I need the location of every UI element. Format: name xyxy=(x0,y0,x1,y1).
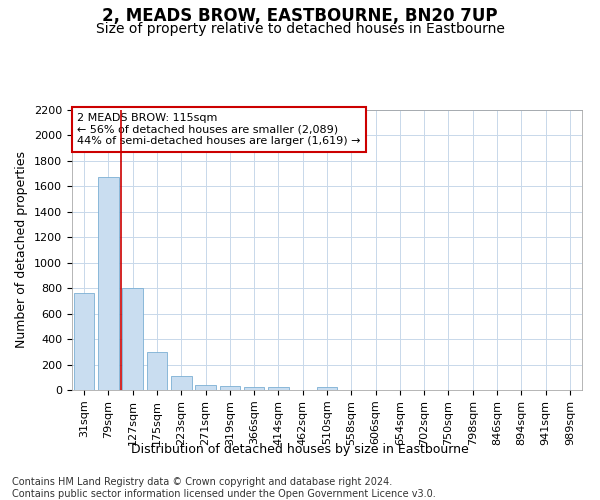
Bar xyxy=(195,385,216,390)
Y-axis label: Number of detached properties: Number of detached properties xyxy=(16,152,28,348)
Text: 2, MEADS BROW, EASTBOURNE, BN20 7UP: 2, MEADS BROW, EASTBOURNE, BN20 7UP xyxy=(102,8,498,26)
Bar xyxy=(146,352,167,390)
Text: 2 MEADS BROW: 115sqm
← 56% of detached houses are smaller (2,089)
44% of semi-de: 2 MEADS BROW: 115sqm ← 56% of detached h… xyxy=(77,113,361,146)
Bar xyxy=(122,288,143,390)
Bar xyxy=(268,388,289,390)
Bar xyxy=(74,294,94,390)
Text: Distribution of detached houses by size in Eastbourne: Distribution of detached houses by size … xyxy=(131,442,469,456)
Bar xyxy=(171,376,191,390)
Text: Size of property relative to detached houses in Eastbourne: Size of property relative to detached ho… xyxy=(95,22,505,36)
Bar xyxy=(317,387,337,390)
Bar xyxy=(98,178,119,390)
Bar xyxy=(244,387,265,390)
Text: Contains HM Land Registry data © Crown copyright and database right 2024.
Contai: Contains HM Land Registry data © Crown c… xyxy=(12,478,436,499)
Bar xyxy=(220,386,240,390)
